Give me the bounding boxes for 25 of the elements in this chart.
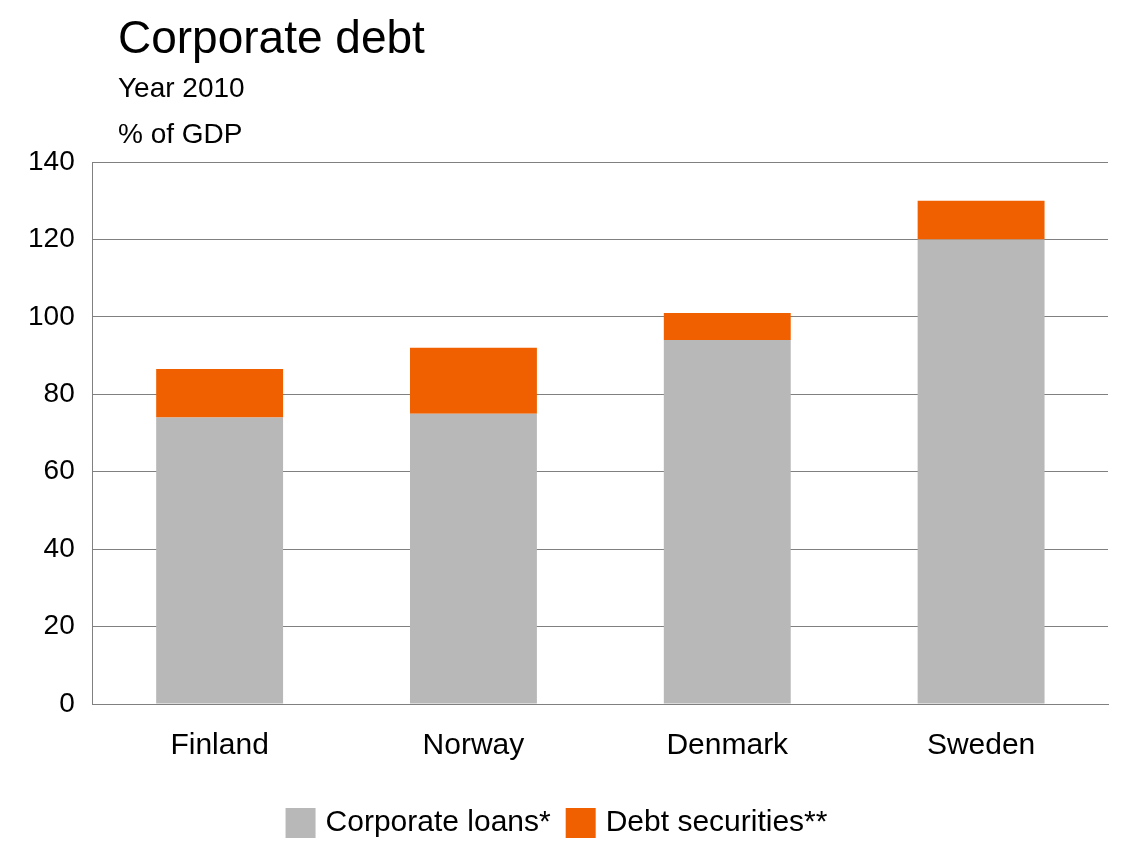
bar xyxy=(663,312,791,341)
y-tick-label: 60 xyxy=(43,454,75,486)
y-tick-label: 20 xyxy=(43,609,75,641)
bar xyxy=(409,413,537,704)
x-tick-label: Sweden xyxy=(926,727,1036,761)
y-tick-label: 40 xyxy=(43,531,75,563)
bar xyxy=(409,347,537,414)
bar xyxy=(663,340,791,704)
chart-title: Corporate debt xyxy=(118,10,425,64)
legend-label: Debt securities** xyxy=(605,804,828,838)
y-tick-label: 120 xyxy=(28,222,75,254)
x-tick-label: Finland xyxy=(170,727,269,761)
bar xyxy=(917,239,1045,704)
bar xyxy=(156,369,284,418)
y-axis-title: % of GDP xyxy=(118,118,249,150)
y-tick-label: 80 xyxy=(43,377,75,408)
chart-subtitle: Year 2010 xyxy=(118,72,245,104)
legend-label: Corporate loans* xyxy=(325,804,552,838)
y-tick-label: 0 xyxy=(59,686,75,718)
x-tick-label: Norway xyxy=(422,727,525,761)
x-tick-label: Denmark xyxy=(666,727,790,761)
y-tick-label: 140 xyxy=(28,144,75,176)
bar xyxy=(917,200,1045,240)
bar xyxy=(156,417,284,704)
y-tick-label: 100 xyxy=(28,299,75,331)
